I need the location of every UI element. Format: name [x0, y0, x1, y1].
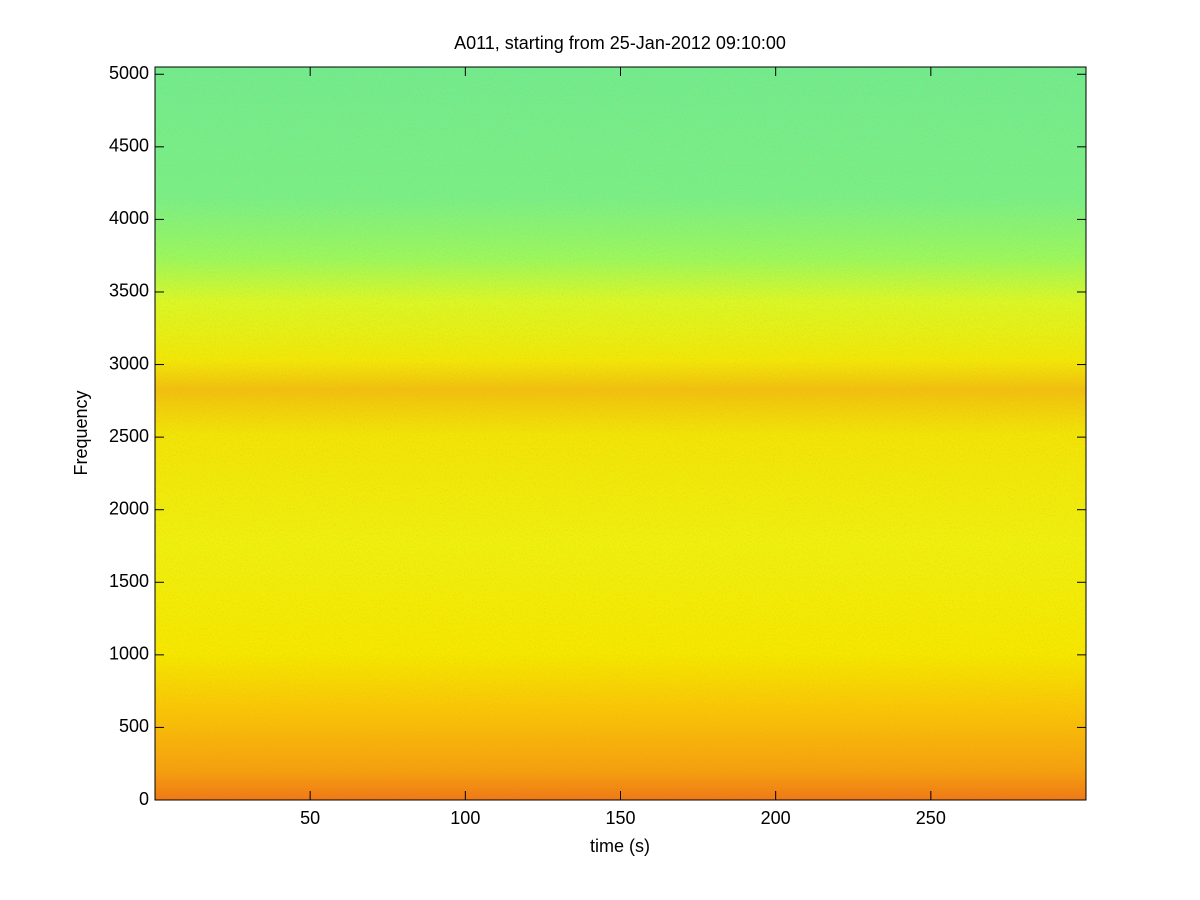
- y-tick-label: 4500: [109, 136, 149, 156]
- y-tick-label: 1000: [109, 644, 149, 664]
- y-tick-label: 5000: [109, 63, 149, 83]
- y-tick-label: 3500: [109, 281, 149, 301]
- chart-title: A011, starting from 25-Jan-2012 09:10:00: [454, 33, 786, 53]
- y-tick-label: 4000: [109, 208, 149, 228]
- y-tick-label: 3000: [109, 353, 149, 373]
- y-tick-label: 1500: [109, 571, 149, 591]
- y-tick-label: 500: [119, 716, 149, 736]
- x-tick-label: 200: [761, 808, 791, 828]
- y-tick-label: 2500: [109, 426, 149, 446]
- y-tick-label: 2000: [109, 498, 149, 518]
- x-tick-label: 100: [450, 808, 480, 828]
- x-axis-label: time (s): [590, 836, 650, 856]
- y-tick-label: 0: [139, 789, 149, 809]
- spectrogram-image: [155, 67, 1086, 800]
- x-tick-label: 50: [300, 808, 320, 828]
- x-tick-label: 150: [605, 808, 635, 828]
- y-axis-label: Frequency: [71, 390, 91, 475]
- x-tick-label: 250: [916, 808, 946, 828]
